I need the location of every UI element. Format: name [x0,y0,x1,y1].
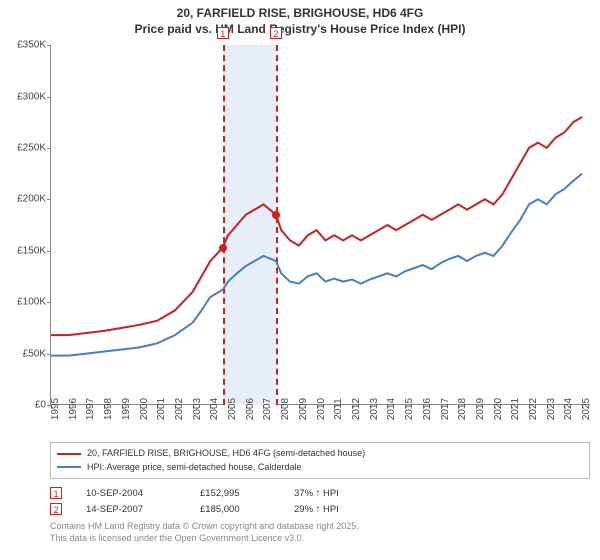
y-axis-label: £0 [35,400,46,411]
y-axis-label: £50K [23,348,46,359]
footnote: Contains HM Land Registry data © Crown c… [50,521,590,544]
series-price_paid [51,117,582,335]
plot-area: 12 [50,45,590,405]
event-row-marker: 1 [50,487,62,499]
legend-label-price: 20, FARFIELD RISE, BRIGHOUSE, HD6 4FG (s… [87,447,365,461]
event-pct: 37% ↑ HPI [294,488,374,499]
event-marker-1: 1 [217,27,229,39]
chart-title: 20, FARFIELD RISE, BRIGHOUSE, HD6 4FG Pr… [0,0,600,37]
line-svg [51,45,591,405]
y-axis-label: £200K [17,194,46,205]
event-price: £152,995 [200,488,270,499]
chart-area: 12 £0£50K£100K£150K£200K£250K£300K£350K1… [50,45,590,405]
y-axis-label: £250K [17,143,46,154]
footnote-1: Contains HM Land Registry data © Crown c… [50,521,590,533]
legend-swatch-hpi [57,466,81,468]
event-row-marker: 2 [50,503,62,515]
y-axis-label: £100K [17,297,46,308]
event-price: £185,000 [200,504,270,515]
y-axis-label: £300K [17,91,46,102]
footnote-2: This data is licensed under the Open Gov… [50,533,590,545]
title-line-2: Price paid vs. HM Land Registry's House … [0,22,600,38]
event-date: 10-SEP-2004 [86,488,176,499]
event-table: 1 10-SEP-2004 £152,995 37% ↑ HPI 2 14-SEP-200… [50,485,590,517]
y-axis-label: £150K [17,245,46,256]
event-dot-2 [272,211,280,219]
event-date: 14-SEP-2007 [86,504,176,515]
event-pct: 29% ↑ HPI [294,504,374,515]
event-dot-1 [219,244,227,252]
event-row-2: 2 14-SEP-2007 £185,000 29% ↑ HPI [50,501,590,517]
legend-block: 20, FARFIELD RISE, BRIGHOUSE, HD6 4FG (s… [50,442,590,544]
legend-row-hpi: HPI: Average price, semi-detached house,… [57,461,583,475]
title-line-1: 20, FARFIELD RISE, BRIGHOUSE, HD6 4FG [0,6,600,22]
event-marker-2: 2 [270,27,282,39]
legend-swatch-price [57,453,81,455]
legend-label-hpi: HPI: Average price, semi-detached house,… [87,461,301,475]
legend-box: 20, FARFIELD RISE, BRIGHOUSE, HD6 4FG (s… [50,442,590,479]
series-hpi [51,174,582,356]
legend-row-price: 20, FARFIELD RISE, BRIGHOUSE, HD6 4FG (s… [57,447,583,461]
y-axis-label: £350K [17,40,46,51]
event-row-1: 1 10-SEP-2004 £152,995 37% ↑ HPI [50,485,590,501]
